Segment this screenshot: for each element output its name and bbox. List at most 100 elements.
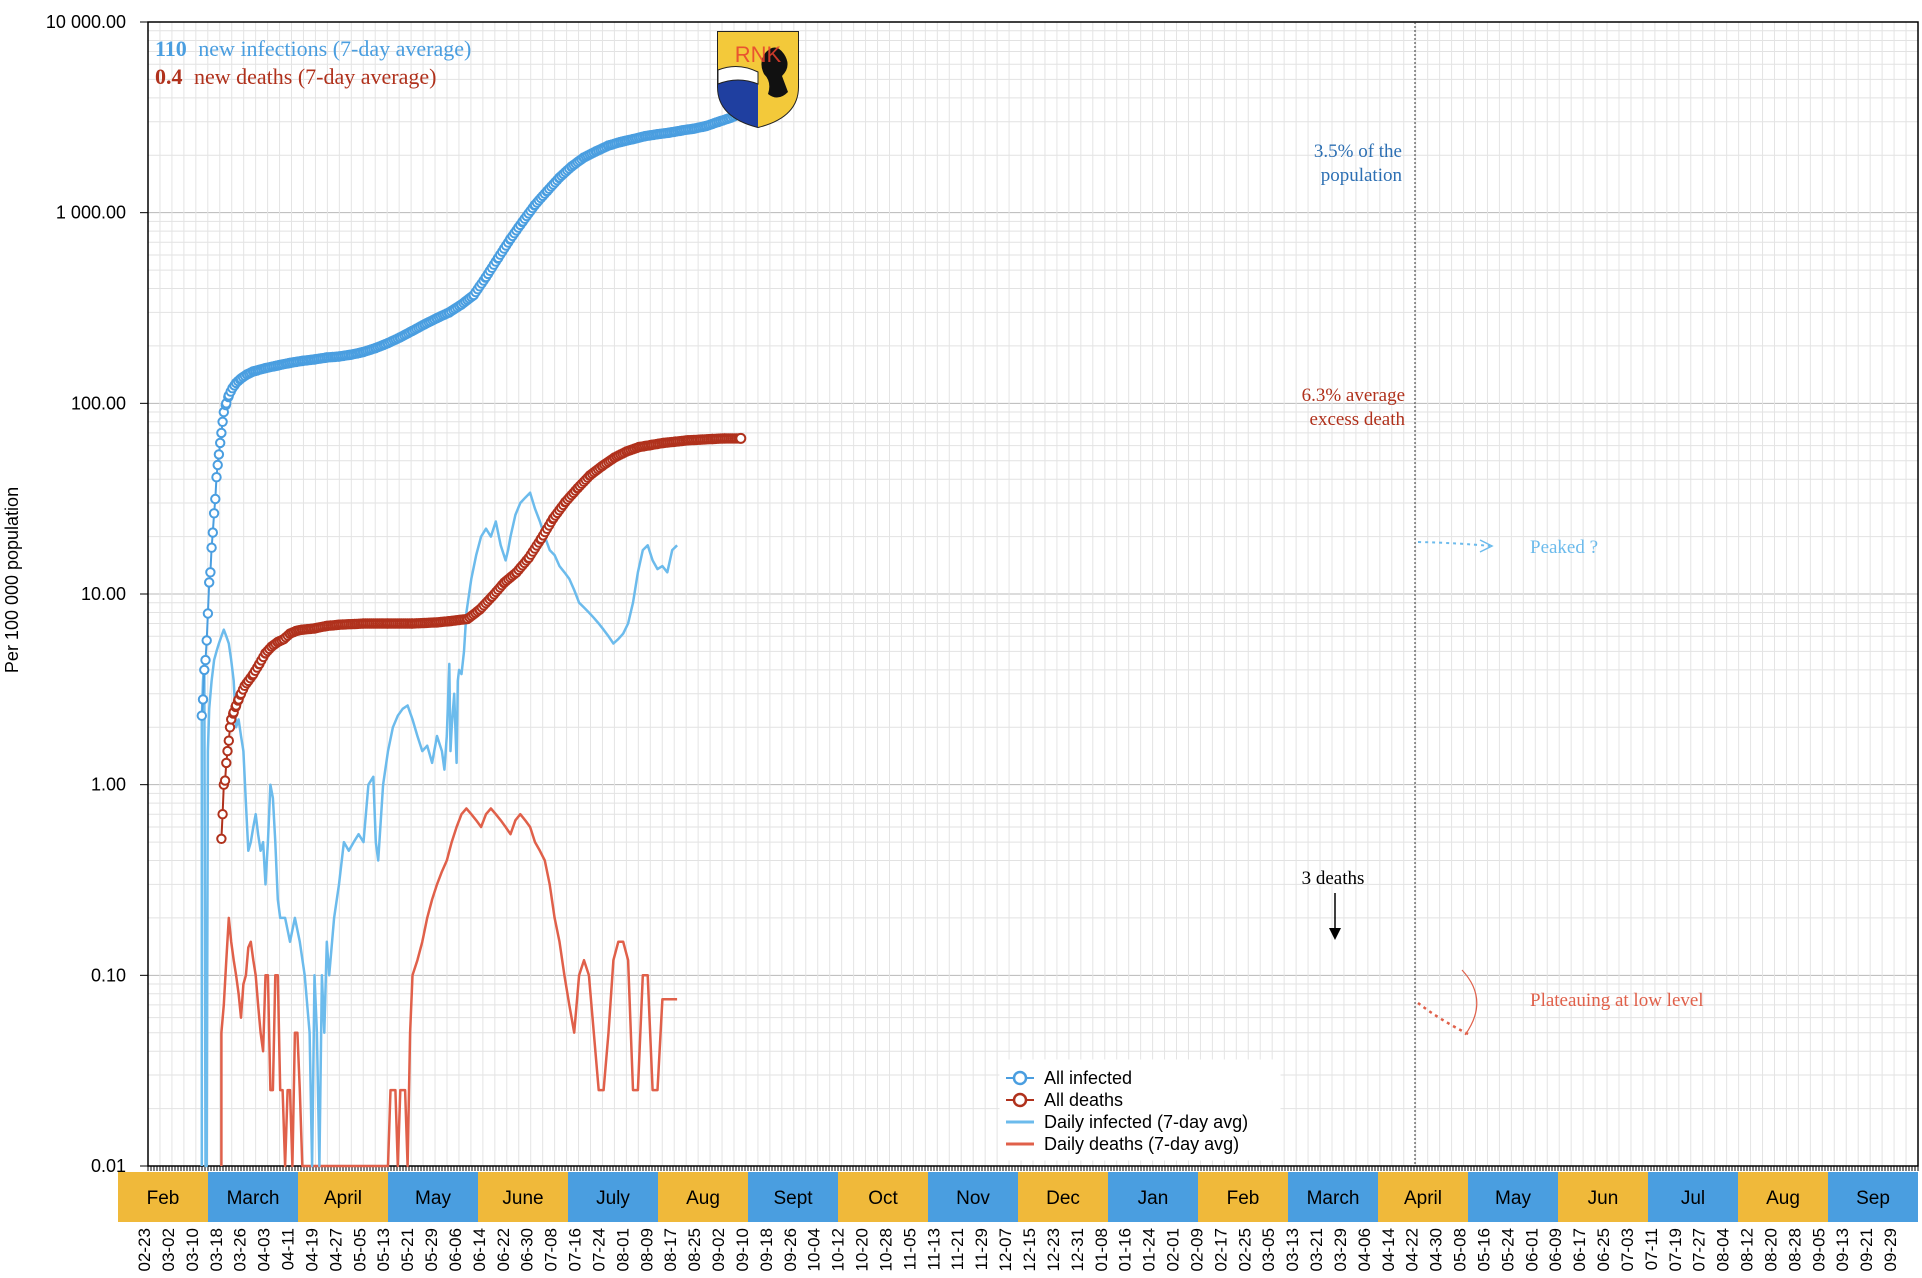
x-tick-label: 03-13	[1283, 1228, 1302, 1271]
month-band	[1558, 1172, 1648, 1222]
x-tick-label: 09-29	[1881, 1228, 1900, 1271]
x-tick-label: 09-21	[1857, 1228, 1876, 1271]
x-tick-label: 04-03	[255, 1228, 274, 1271]
month-band	[1288, 1172, 1378, 1222]
month-band-label: Feb	[1227, 1188, 1260, 1209]
plateau-arrow	[1417, 969, 1478, 1037]
x-tick-label: 06-30	[518, 1228, 537, 1271]
month-band	[568, 1172, 658, 1222]
month-band	[1198, 1172, 1288, 1222]
series-line	[200, 491, 678, 1168]
legend-label-daily-deaths: Daily deaths (7-day avg)	[1044, 1134, 1239, 1154]
month-band	[478, 1172, 568, 1222]
x-tick-label: 02-23	[135, 1228, 154, 1271]
x-tick-label: 03-02	[159, 1228, 178, 1271]
month-band-label: Aug	[1766, 1188, 1800, 1209]
x-tick-label: 03-26	[231, 1228, 250, 1271]
series-point	[202, 608, 214, 619]
x-tick-label: 03-18	[207, 1228, 226, 1271]
series-point	[219, 775, 231, 786]
month-band	[208, 1172, 298, 1222]
x-tick-label: 08-25	[685, 1228, 704, 1271]
x-tick-label: 05-08	[1451, 1228, 1470, 1271]
x-tick-label: 06-01	[1522, 1228, 1541, 1271]
x-tick-label: 06-17	[1570, 1228, 1589, 1271]
x-tick-label: 09-02	[709, 1228, 728, 1271]
x-tick-label: 04-22	[1403, 1228, 1422, 1271]
headline-infections-text: new infections (7-day average)	[198, 36, 471, 61]
series-point	[199, 664, 210, 676]
y-tick-label: 0.01	[91, 1156, 126, 1176]
month-band	[838, 1172, 928, 1222]
x-tick-label: 09-10	[733, 1228, 752, 1271]
x-tick-label: 06-14	[470, 1228, 489, 1271]
headline-infections: 110 new infections (7-day average)	[155, 36, 471, 61]
x-tick-label: 05-05	[350, 1228, 369, 1271]
x-tick-label: 06-25	[1594, 1228, 1613, 1271]
x-tick-label: 10-04	[805, 1228, 824, 1271]
y-tick-label: 1 000.00	[56, 203, 126, 223]
series-layer	[196, 108, 747, 1168]
x-tick-label: 10-28	[877, 1228, 896, 1271]
x-tick-labels: 02-23 03-02 03-10 03-18 03-26 04-03 04-11 04-19…	[135, 1228, 1900, 1271]
x-tick-label: 03-10	[183, 1228, 202, 1271]
x-tick-label: 11-05	[900, 1228, 919, 1270]
y-axis-label: Per 100 000 population	[2, 487, 22, 673]
x-tick-label: 07-11	[1642, 1228, 1661, 1270]
month-band	[1018, 1172, 1108, 1222]
x-tick-label: 02-25	[1235, 1228, 1254, 1271]
series-point	[197, 694, 209, 705]
month-band-label: Jan	[1138, 1188, 1169, 1209]
x-tick-label: 05-21	[398, 1228, 417, 1271]
x-tick-label: 05-24	[1498, 1228, 1517, 1271]
series-point	[213, 449, 225, 460]
series-point	[204, 577, 215, 588]
month-band-label: Jul	[1681, 1188, 1705, 1209]
month-band	[928, 1172, 1018, 1222]
x-tick-label: 04-11	[279, 1228, 298, 1270]
month-band	[748, 1172, 838, 1222]
series-point	[217, 416, 228, 427]
series-point	[223, 735, 235, 746]
legend: All infected All deaths Daily infected (…	[999, 1059, 1281, 1161]
x-tick-label: 12-23	[1044, 1228, 1063, 1271]
y-tick-label: 100.00	[71, 393, 126, 413]
x-tick-label: 08-09	[637, 1228, 656, 1271]
x-tick-label: 07-03	[1618, 1228, 1637, 1271]
x-tick-label: 12-07	[996, 1228, 1015, 1271]
series-daily-infected-7-day-avg-	[200, 491, 678, 1168]
x-tick-label: 01-24	[1140, 1228, 1159, 1271]
headline-deaths-text: new deaths (7-day average)	[194, 64, 436, 89]
month-band-label: Oct	[868, 1188, 898, 1209]
y-tick-label: 0.10	[91, 965, 126, 985]
month-band	[658, 1172, 748, 1222]
grid	[147, 22, 1919, 1167]
x-tick-label: 01-16	[1116, 1228, 1135, 1271]
x-tick-label: 11-29	[972, 1228, 991, 1270]
x-tick-label: 08-17	[661, 1228, 680, 1271]
x-tick-label: 02-01	[1164, 1228, 1183, 1271]
series-point	[201, 635, 212, 646]
y-tick-label: 10 000.00	[46, 12, 126, 32]
series-point	[210, 493, 221, 505]
district-coat-of-arms-icon: RNK	[717, 31, 799, 129]
month-band-label: Jun	[1588, 1188, 1619, 1209]
series-point	[205, 567, 216, 578]
series-point	[222, 745, 233, 757]
headline-deaths: 0.4 new deaths (7-day average)	[155, 64, 436, 89]
x-tick-label: 02-09	[1187, 1228, 1206, 1271]
x-tick-label: 10-12	[829, 1228, 848, 1271]
y-tick-label: 10.00	[81, 584, 126, 604]
series-point	[207, 527, 219, 538]
excess-death-annotation-line1: 6.3% average	[1302, 385, 1405, 406]
month-band-label: May	[415, 1188, 451, 1209]
x-tick-label: 05-13	[374, 1228, 393, 1271]
logo-letters: RNK	[735, 42, 782, 67]
headline-deaths-value: 0.4	[155, 64, 183, 89]
x-tick-label: 04-27	[326, 1228, 345, 1271]
x-tick-label: 06-06	[446, 1228, 465, 1271]
x-tick-label: 08-04	[1714, 1228, 1733, 1271]
x-tick-label: 11-13	[924, 1228, 943, 1270]
month-band	[118, 1172, 208, 1222]
